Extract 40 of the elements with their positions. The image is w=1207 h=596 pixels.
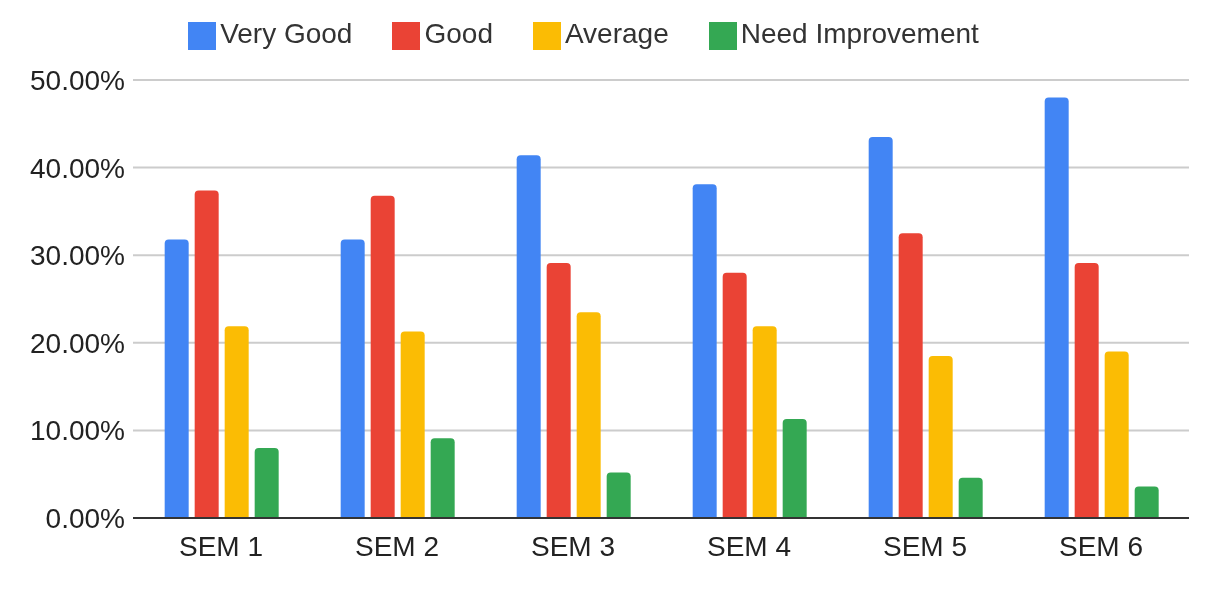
- bar: [722, 272, 747, 518]
- bar: [1044, 97, 1069, 518]
- x-tick-label: SEM 3: [530, 530, 616, 562]
- bar: [430, 438, 455, 518]
- legend-label: Average: [564, 18, 669, 49]
- bar: [898, 233, 923, 518]
- bar: [928, 355, 953, 518]
- bar: [1074, 263, 1099, 518]
- bar: [752, 326, 777, 518]
- bar: [782, 419, 807, 518]
- y-tick-label: 10.00%: [30, 415, 125, 447]
- x-tick-label: SEM 4: [706, 530, 792, 562]
- legend-label: Need Improvement: [740, 18, 979, 49]
- y-tick-label: 50.00%: [30, 64, 125, 96]
- legend-label: Very Good: [220, 18, 353, 49]
- y-tick-label: 0.00%: [45, 502, 125, 534]
- y-tick-label: 20.00%: [30, 327, 125, 359]
- bar: [340, 239, 365, 518]
- bar: [164, 239, 189, 518]
- bar: [400, 331, 425, 518]
- y-tick-label: 30.00%: [30, 240, 125, 272]
- y-tick-label: 40.00%: [30, 152, 125, 184]
- x-tick-label: SEM 2: [354, 530, 440, 562]
- bar: [606, 472, 631, 518]
- bar: [1134, 486, 1159, 518]
- bar: [958, 477, 983, 518]
- bar: [254, 447, 279, 518]
- bar: [370, 195, 395, 518]
- bar: [868, 136, 893, 518]
- x-tick-label: SEM 5: [882, 530, 968, 562]
- bar: [194, 190, 219, 518]
- bar: [546, 263, 571, 518]
- legend-label: Good: [424, 18, 493, 49]
- bar: [224, 326, 249, 518]
- bar: [692, 184, 717, 518]
- x-tick-label: SEM 6: [1058, 530, 1144, 562]
- x-tick-label: SEM 1: [178, 530, 264, 562]
- bar: [576, 312, 601, 518]
- bar: [516, 155, 541, 518]
- bar: [1104, 351, 1129, 518]
